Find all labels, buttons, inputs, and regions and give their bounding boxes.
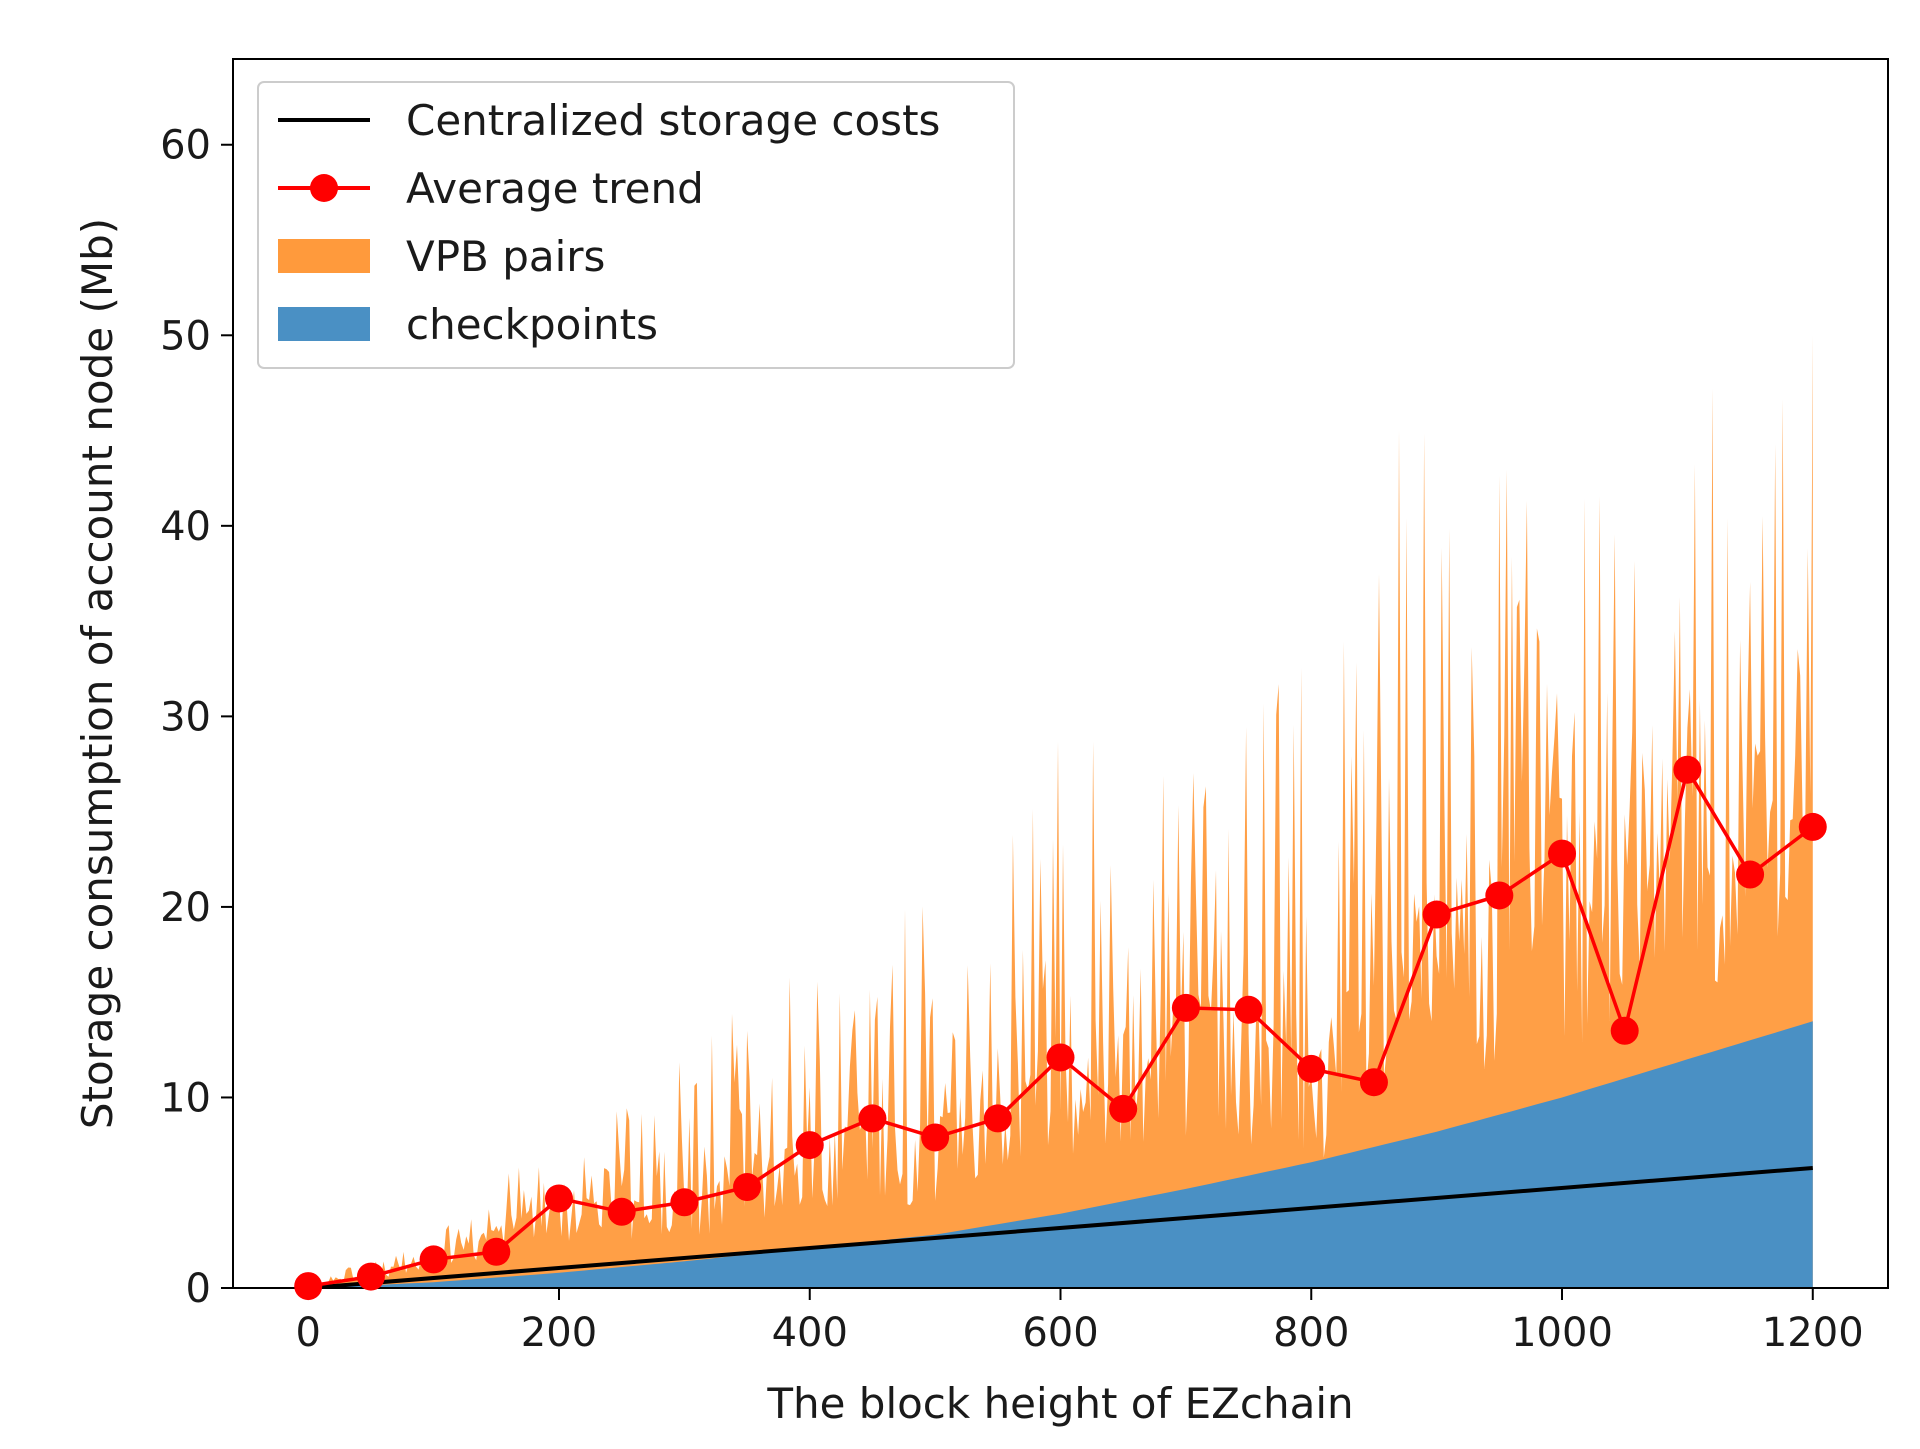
legend: Centralized storage costs Average trend VP…	[257, 81, 1015, 369]
legend-swatch	[278, 239, 370, 273]
legend-marker	[310, 174, 338, 202]
y-tick-label: 10	[160, 1075, 211, 1121]
legend-box	[257, 81, 1015, 369]
y-axis-title: Storage consumption of account node (Mb)	[73, 218, 122, 1129]
average-trend-point	[795, 1131, 824, 1160]
average-trend-point	[1046, 1043, 1075, 1072]
vpb-pairs-area	[308, 335, 1813, 1288]
x-axis-ticks: 0 200 400 600 800 1000 1200	[296, 1288, 1864, 1356]
average-trend-point	[294, 1272, 323, 1301]
y-tick-label: 50	[160, 313, 211, 359]
legend-label: VPB pairs	[406, 232, 605, 281]
average-trend-point	[733, 1173, 762, 1202]
average-trend-point	[1736, 860, 1765, 889]
average-trend-point	[1359, 1068, 1388, 1097]
legend-label: checkpoints	[406, 300, 658, 349]
x-tick-label: 600	[1022, 1310, 1098, 1356]
average-trend-point	[1109, 1094, 1138, 1123]
x-tick-label: 400	[772, 1310, 848, 1356]
x-tick-label: 200	[521, 1310, 597, 1356]
average-trend-point	[1610, 1016, 1639, 1045]
legend-swatch	[278, 307, 370, 341]
y-tick-label: 40	[160, 504, 211, 550]
average-trend-point	[670, 1188, 699, 1217]
x-tick-label: 0	[296, 1310, 321, 1356]
average-trend-point	[1234, 995, 1263, 1024]
y-tick-label: 30	[160, 694, 211, 740]
average-trend-point	[1548, 839, 1577, 868]
x-axis-title: The block height of EZchain	[766, 1379, 1353, 1428]
average-trend-point	[1485, 881, 1514, 910]
x-tick-label: 1200	[1762, 1310, 1864, 1356]
checkpoints-area	[308, 1021, 1813, 1288]
average-trend-point	[482, 1237, 511, 1266]
average-trend-point	[1422, 900, 1451, 929]
centralized-storage-line	[308, 1165, 1813, 1288]
average-trend-point	[921, 1123, 950, 1152]
y-tick-label: 60	[160, 123, 211, 169]
legend-label: Centralized storage costs	[406, 96, 940, 145]
average-trend-point	[544, 1184, 573, 1213]
y-tick-label: 0	[186, 1266, 211, 1312]
average-trend-point	[1673, 755, 1702, 784]
x-tick-label: 1000	[1511, 1310, 1613, 1356]
y-tick-label: 20	[160, 885, 211, 931]
average-trend-point	[1798, 812, 1827, 841]
average-trend-point	[1171, 993, 1200, 1022]
average-trend-point	[419, 1245, 448, 1274]
average-trend-point	[858, 1104, 887, 1133]
legend-label: Average trend	[406, 164, 704, 213]
average-trend-point	[1297, 1054, 1326, 1083]
average-trend-point	[607, 1197, 636, 1226]
y-axis-ticks: 0 10 20 30 40 50 60	[160, 123, 233, 1312]
average-trend-point	[356, 1262, 385, 1291]
average-trend-point	[983, 1104, 1012, 1133]
x-tick-label: 800	[1273, 1310, 1349, 1356]
